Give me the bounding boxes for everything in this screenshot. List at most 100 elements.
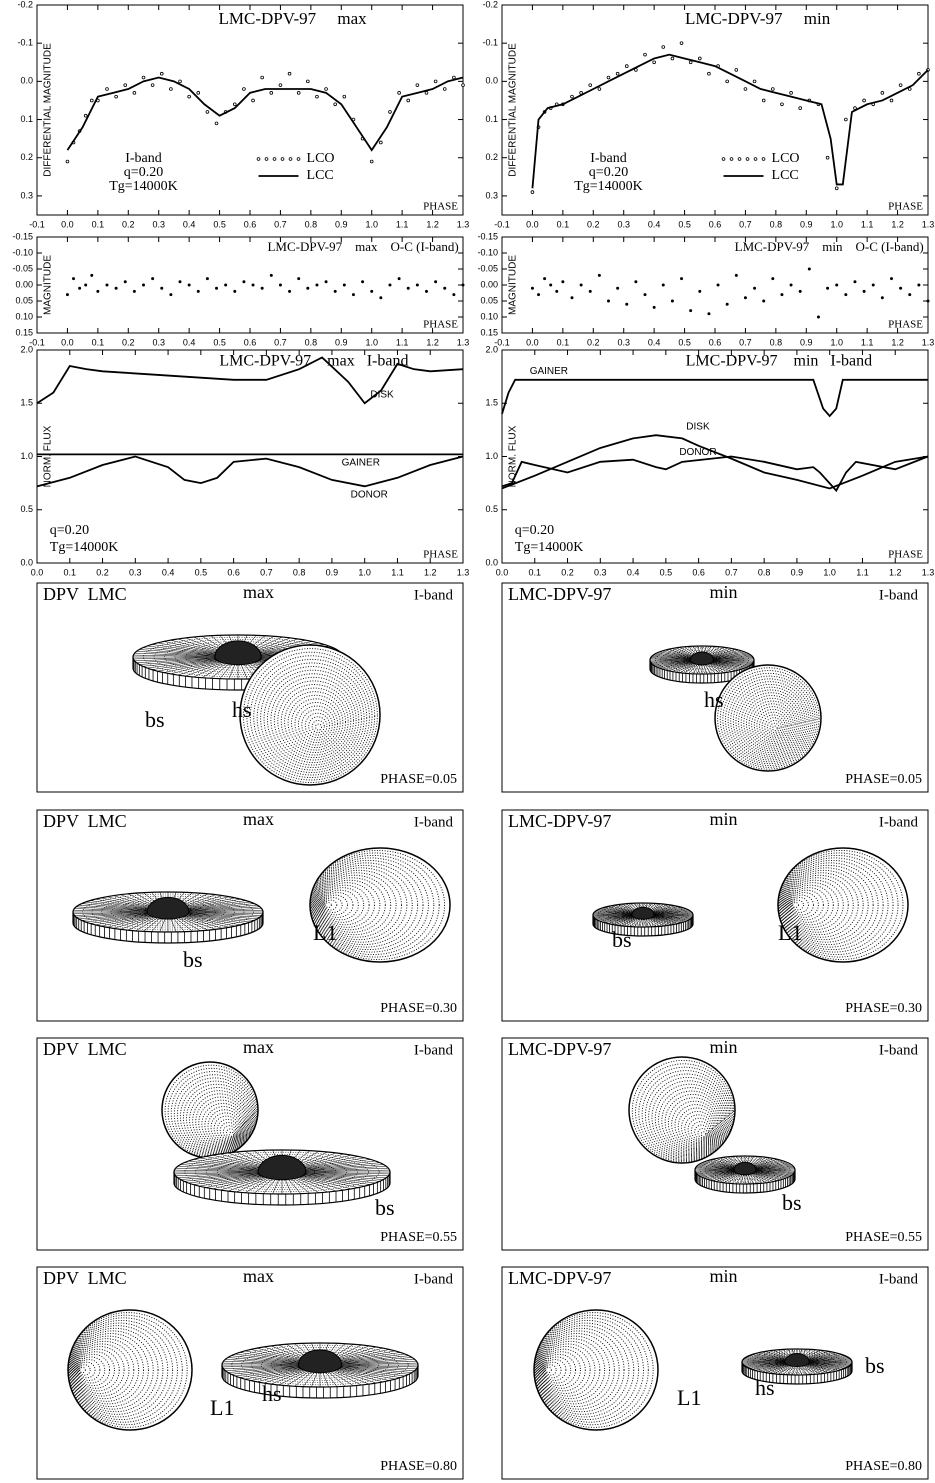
- chart-panel: 0.0 0.1 0.2 0.3 0.4 0.5 0.6 0.7 0.8 0.9 1.0 1.1 1.2 1…: [485, 344, 934, 577]
- data-point: [315, 94, 319, 99]
- data-point: [315, 283, 319, 287]
- gainer: [733, 1161, 757, 1176]
- disk-mesh: [652, 913, 693, 916]
- data-point: [889, 277, 893, 281]
- panel-title: DPV LMC: [43, 811, 127, 831]
- star-mesh: [198, 1099, 246, 1147]
- plot-frame: [501, 4, 929, 216]
- feature-label: hs: [755, 1375, 775, 1400]
- disk-mesh: [652, 910, 691, 915]
- x-tick-label: 0.4: [183, 219, 196, 229]
- x-tick-label: 0.6: [692, 567, 705, 577]
- data-point: [78, 286, 82, 290]
- disk-mesh: [622, 909, 664, 921]
- disk-mesh: [602, 916, 635, 923]
- disk-mesh: [260, 1351, 380, 1379]
- x-tick-label: 0.0: [31, 567, 44, 577]
- gainer: [257, 1154, 307, 1181]
- x-tick-label: 1.0: [830, 337, 843, 347]
- data-point: [825, 155, 830, 160]
- panel-title: LMC-DPV-97: [508, 584, 611, 604]
- y-tick-label: 0.15: [15, 327, 33, 337]
- x-tick-label: 0.6: [709, 337, 722, 347]
- x-tick-label: 1.3: [922, 219, 935, 229]
- disk-mesh: [754, 1353, 789, 1361]
- data-point: [652, 60, 656, 65]
- star-mesh: [256, 662, 368, 773]
- star-mesh: [70, 1322, 169, 1418]
- y-tick-label: 0.3: [485, 190, 498, 200]
- panel-state: min: [710, 1037, 738, 1057]
- star-mesh: [536, 1322, 635, 1418]
- panel-phase: PHASE=0.55: [845, 1230, 922, 1245]
- data-point: [388, 110, 392, 114]
- x-tick-label: 1.1: [396, 337, 409, 347]
- data-point: [406, 98, 411, 103]
- disk-mesh: [163, 641, 224, 655]
- disk-mesh: [235, 1366, 304, 1377]
- data-point: [917, 283, 921, 287]
- disk-mesh: [177, 660, 227, 676]
- feature-label: bs: [183, 947, 203, 972]
- star-mesh: [311, 854, 435, 956]
- x-tick-label: 1.0: [830, 219, 843, 229]
- panel-state: min: [710, 582, 738, 602]
- disk-mesh: [650, 916, 682, 923]
- disk-mesh: [719, 1162, 771, 1178]
- data-point: [342, 283, 346, 287]
- star-mesh: [667, 1097, 720, 1149]
- disk-mesh: [139, 649, 219, 656]
- data-point: [725, 79, 729, 84]
- disk-mesh: [175, 1172, 261, 1177]
- y-tick-label: 0.00: [480, 279, 498, 289]
- star-mesh: [727, 678, 812, 763]
- x-tick-label: 0.5: [213, 219, 226, 229]
- disk-mesh: [241, 1347, 399, 1383]
- data-point: [834, 186, 839, 191]
- star-mesh: [779, 854, 894, 956]
- disk-mesh: [163, 659, 224, 673]
- x-tick-label: -0.1: [29, 219, 45, 229]
- data-point: [461, 83, 465, 87]
- star-mesh: [312, 857, 429, 953]
- y-tick-label: 0.10: [480, 311, 498, 321]
- star-mesh: [778, 850, 904, 960]
- panel-title: DPV LMC: [43, 1039, 127, 1059]
- star-mesh: [535, 1319, 640, 1421]
- data-point: [269, 273, 273, 277]
- panel-title: LMC-DPV-97: [508, 1268, 611, 1288]
- star-mesh: [781, 862, 879, 948]
- disk-mesh: [249, 1165, 315, 1179]
- disk-mesh: [758, 1352, 790, 1361]
- panel-frame: [501, 1266, 929, 1480]
- data-point: [734, 273, 738, 277]
- disk-mesh: [805, 1363, 840, 1371]
- disk-mesh: [680, 654, 724, 666]
- x-tick-label: 1.0: [365, 337, 378, 347]
- disk-mesh: [654, 647, 750, 673]
- disk-mesh: [147, 645, 220, 656]
- disk-mesh: [85, 913, 152, 923]
- disk-mesh: [186, 906, 260, 912]
- disk-mesh: [650, 906, 679, 914]
- star-mesh: [316, 872, 397, 938]
- disk-mesh: [709, 661, 739, 671]
- data-point: [707, 312, 711, 316]
- disk-mesh: [754, 1168, 795, 1171]
- disk-mesh: [278, 1368, 312, 1386]
- y-tick-label: 0.0: [20, 76, 33, 86]
- x-tick-label: 0.4: [627, 567, 640, 577]
- panel-band: I-band: [879, 814, 919, 830]
- disk-mesh: [754, 1170, 795, 1173]
- disk-mesh: [178, 915, 223, 929]
- disk-mesh: [106, 914, 156, 928]
- disk-mesh: [595, 910, 634, 915]
- star-mesh: [68, 1314, 183, 1426]
- star-mesh: [74, 1340, 135, 1400]
- panel-state: max: [243, 1037, 274, 1057]
- x-tick-label: 0.4: [648, 219, 661, 229]
- data-point: [689, 309, 693, 313]
- star-mesh: [320, 887, 365, 923]
- y-tick-label: -0.2: [482, 0, 498, 9]
- x-tick-label: 0.5: [213, 337, 226, 347]
